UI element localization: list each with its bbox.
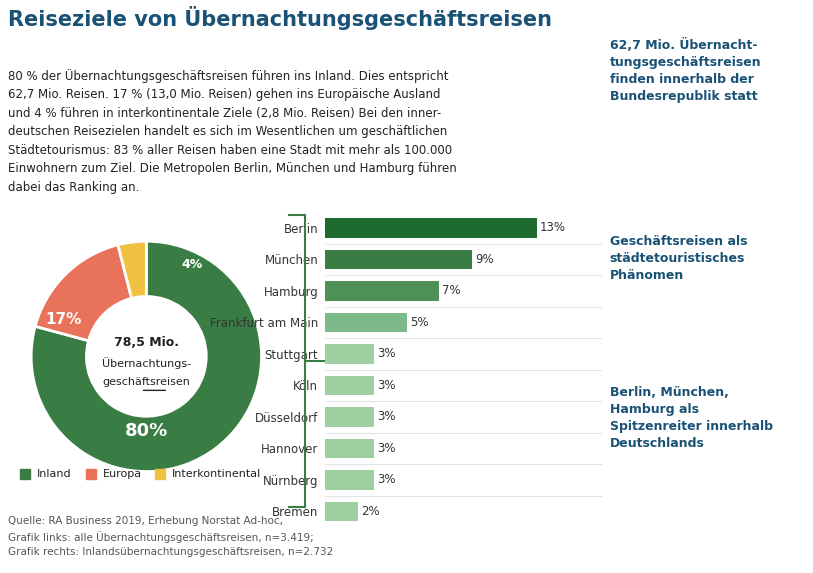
Text: Geschäftsreisen als
städtetouristisches
Phänomen: Geschäftsreisen als städtetouristisches …	[610, 235, 747, 282]
Text: 80 % der Übernachtungsgeschäftsreisen führen ins Inland. Dies entspricht
62,7 Mi: 80 % der Übernachtungsgeschäftsreisen fü…	[8, 69, 457, 194]
Wedge shape	[31, 241, 262, 472]
Text: 3%: 3%	[377, 410, 396, 423]
Bar	[325, 407, 374, 427]
Bar	[325, 501, 358, 521]
Text: 3%: 3%	[377, 442, 396, 455]
Text: 3%: 3%	[377, 347, 396, 360]
Bar	[325, 375, 374, 395]
Text: Inland: Inland	[37, 469, 72, 479]
Text: 7%: 7%	[442, 284, 461, 297]
Bar	[325, 312, 406, 332]
Text: geschäftsreisen: geschäftsreisen	[102, 376, 190, 387]
Text: Berlin, München,
Hamburg als
Spitzenreiter innerhalb
Deutschlands: Berlin, München, Hamburg als Spitzenreit…	[610, 386, 772, 450]
Text: 3%: 3%	[377, 473, 396, 486]
Text: 80%: 80%	[124, 422, 168, 440]
Bar	[325, 249, 472, 269]
Bar	[325, 281, 439, 301]
Wedge shape	[35, 245, 132, 341]
Text: 4%: 4%	[182, 258, 203, 271]
Bar	[325, 218, 537, 238]
Wedge shape	[118, 241, 146, 299]
Bar	[325, 438, 374, 458]
Text: 13%: 13%	[540, 221, 566, 234]
Text: 3%: 3%	[377, 379, 396, 392]
Text: 5%: 5%	[410, 316, 428, 329]
Bar	[325, 344, 374, 364]
Text: 2%: 2%	[361, 505, 380, 518]
Text: 62,7 Mio. Übernacht-
tungsgeschäftsreisen
finden innerhalb der
Bundesrepublik st: 62,7 Mio. Übernacht- tungsgeschäftsreise…	[610, 38, 762, 103]
Text: Europa: Europa	[102, 469, 141, 479]
Text: Reiseziele von Übernachtungsgeschäftsreisen: Reiseziele von Übernachtungsgeschäftsrei…	[8, 6, 552, 30]
Text: 9%: 9%	[475, 253, 493, 266]
Text: 17%: 17%	[46, 312, 81, 327]
Text: Quelle: RA Business 2019, Erhebung Norstat Ad-hoc,
Grafik links: alle Übernachtu: Quelle: RA Business 2019, Erhebung Norst…	[8, 516, 333, 556]
Text: Übernachtungs-: Übernachtungs-	[102, 358, 191, 369]
Text: Interkontinental: Interkontinental	[172, 469, 261, 479]
Bar	[325, 470, 374, 490]
Text: 78,5 Mio.: 78,5 Mio.	[114, 336, 179, 349]
